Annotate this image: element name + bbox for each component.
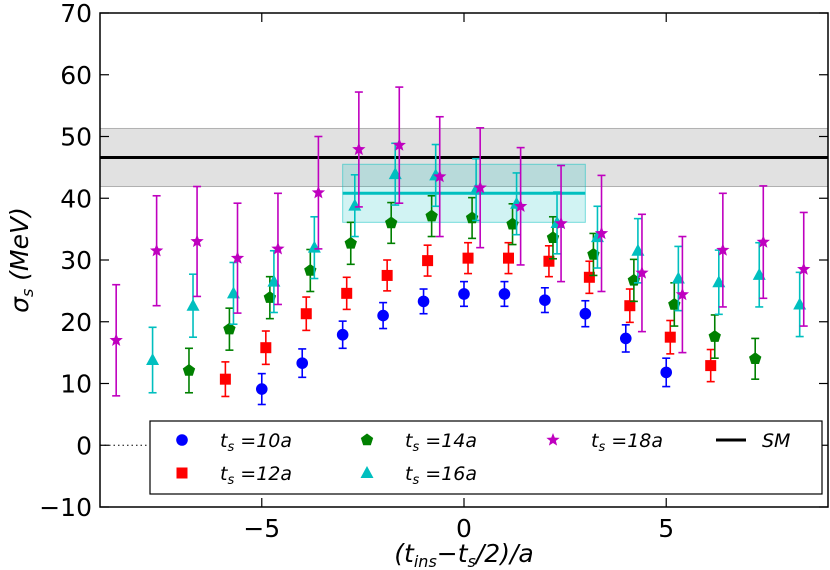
data-point <box>146 353 160 366</box>
data-point <box>506 217 519 230</box>
y-tick-label: 60 <box>60 61 92 90</box>
data-point <box>513 199 528 212</box>
legend-marker <box>360 433 374 446</box>
data-point <box>182 364 196 376</box>
series-12a <box>219 241 717 398</box>
data-point <box>619 332 632 345</box>
data-point <box>498 288 511 300</box>
data-point <box>539 294 551 306</box>
data-point <box>668 297 681 310</box>
y-tick-label: 70 <box>60 0 92 28</box>
data-point <box>756 235 770 248</box>
data-point <box>635 265 649 279</box>
data-point <box>587 247 600 260</box>
data-point <box>708 330 721 342</box>
series-layer <box>109 86 811 406</box>
data-point <box>149 243 164 257</box>
data-point <box>341 287 353 299</box>
data-point <box>664 331 676 343</box>
data-point <box>422 255 434 267</box>
legend-label: SM <box>762 430 790 452</box>
data-point <box>385 216 398 229</box>
data-point <box>300 308 312 320</box>
legend-marker <box>176 467 188 479</box>
data-point <box>797 262 811 275</box>
y-tick-label: 20 <box>60 308 92 337</box>
data-point <box>579 307 592 320</box>
data-point <box>749 352 762 365</box>
data-point <box>502 252 514 264</box>
legend-box <box>149 420 823 495</box>
legend-label: ts =12a <box>220 463 292 488</box>
x-tick-label: 0 <box>456 514 472 543</box>
data-point <box>230 251 245 264</box>
data-point <box>260 342 272 354</box>
data-point <box>543 255 555 267</box>
data-point <box>554 216 568 230</box>
data-point <box>109 333 123 346</box>
tick-labels-layer: −10 0 10 20 30 40 50 60 70 −5 0 5 <box>39 0 674 543</box>
data-point <box>304 263 317 276</box>
data-point <box>392 138 406 151</box>
data-point <box>190 234 204 248</box>
data-point <box>462 252 474 264</box>
legend-marker <box>546 433 560 446</box>
data-point <box>660 366 673 379</box>
data-point <box>186 298 200 311</box>
y-tick-label: 40 <box>60 184 92 213</box>
data-point <box>255 383 268 395</box>
data-point <box>417 295 430 308</box>
data-point <box>675 287 690 301</box>
data-point <box>425 209 438 222</box>
data-point <box>223 322 236 335</box>
legend-entry-12a: ts =12a <box>176 463 292 488</box>
data-point <box>377 309 389 322</box>
data-point <box>594 226 609 240</box>
y-tick-label: 50 <box>60 123 92 152</box>
legend-entry-sm: SM <box>716 430 790 452</box>
y-tick-label: 10 <box>60 370 92 399</box>
series-10a <box>255 280 673 406</box>
x-tick-label: 5 <box>658 514 674 543</box>
bands-layer <box>99 127 829 223</box>
data-point <box>296 357 309 369</box>
y-tick-label: 30 <box>60 246 92 275</box>
data-point <box>583 271 595 283</box>
data-point <box>433 169 447 183</box>
data-point <box>546 231 560 244</box>
y-axis-label: σs (MeV) <box>5 207 37 313</box>
legend-marker <box>360 466 374 478</box>
x-tick-label: −5 <box>243 514 280 543</box>
y-tick-label: 0 <box>76 431 92 460</box>
data-point <box>219 373 231 385</box>
data-point <box>311 185 326 199</box>
data-point <box>263 291 277 303</box>
data-point <box>716 243 730 256</box>
plot-frame <box>99 12 829 508</box>
data-point <box>705 360 717 372</box>
data-point <box>473 180 487 194</box>
data-point <box>271 241 285 255</box>
data-point <box>381 269 393 281</box>
data-point <box>624 300 636 312</box>
x-axis-label: (tins−ts/2)/a <box>394 539 533 570</box>
data-point <box>344 236 357 249</box>
data-point <box>352 142 366 156</box>
series-14a <box>182 194 762 394</box>
data-point <box>336 328 349 341</box>
legend-marker <box>176 434 188 446</box>
series-18a <box>109 86 811 397</box>
data-point <box>458 288 470 300</box>
y-tick-label: −10 <box>39 493 92 522</box>
